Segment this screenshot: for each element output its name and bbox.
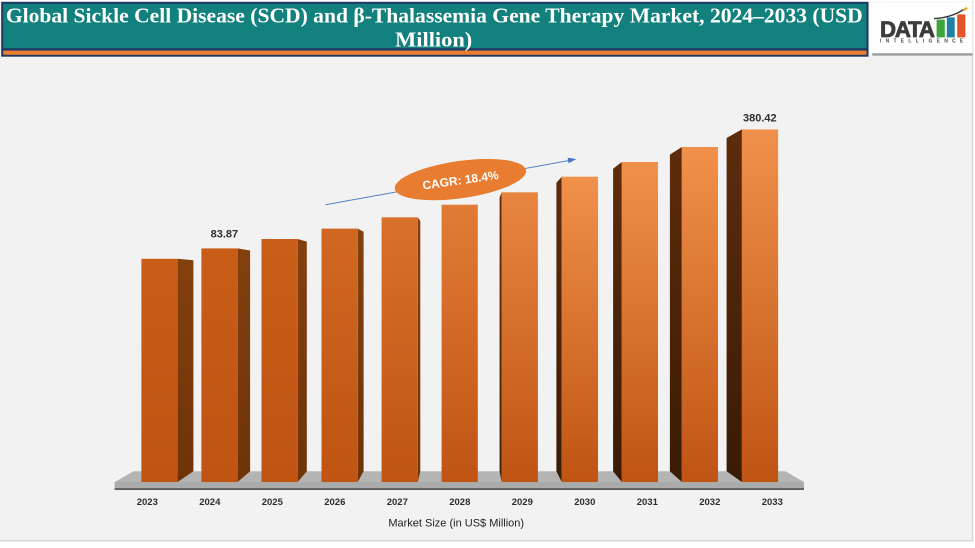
svg-text:INTELLIGENCE: INTELLIGENCE [880, 38, 966, 44]
svg-text:2030: 2030 [574, 497, 595, 508]
svg-text:2028: 2028 [449, 497, 470, 508]
svg-text:2032: 2032 [699, 497, 720, 508]
svg-text:2033: 2033 [762, 497, 783, 508]
svg-text:2027: 2027 [387, 497, 408, 508]
svg-text:2025: 2025 [262, 497, 284, 508]
svg-text:Global Sickle Cell Disease (SC: Global Sickle Cell Disease (SCD) and β-T… [6, 4, 863, 28]
svg-text:83.87: 83.87 [211, 228, 239, 240]
svg-text:2026: 2026 [324, 497, 345, 508]
svg-text:DATA: DATA [880, 17, 935, 42]
svg-text:2024: 2024 [199, 497, 221, 508]
svg-text:2023: 2023 [137, 497, 158, 508]
svg-text:Million): Million) [395, 28, 472, 52]
svg-text:Market Size (in US$ Million): Market Size (in US$ Million) [388, 517, 524, 529]
svg-text:2031: 2031 [637, 497, 659, 508]
svg-text:380.42: 380.42 [743, 113, 777, 125]
svg-text:2029: 2029 [512, 497, 533, 508]
